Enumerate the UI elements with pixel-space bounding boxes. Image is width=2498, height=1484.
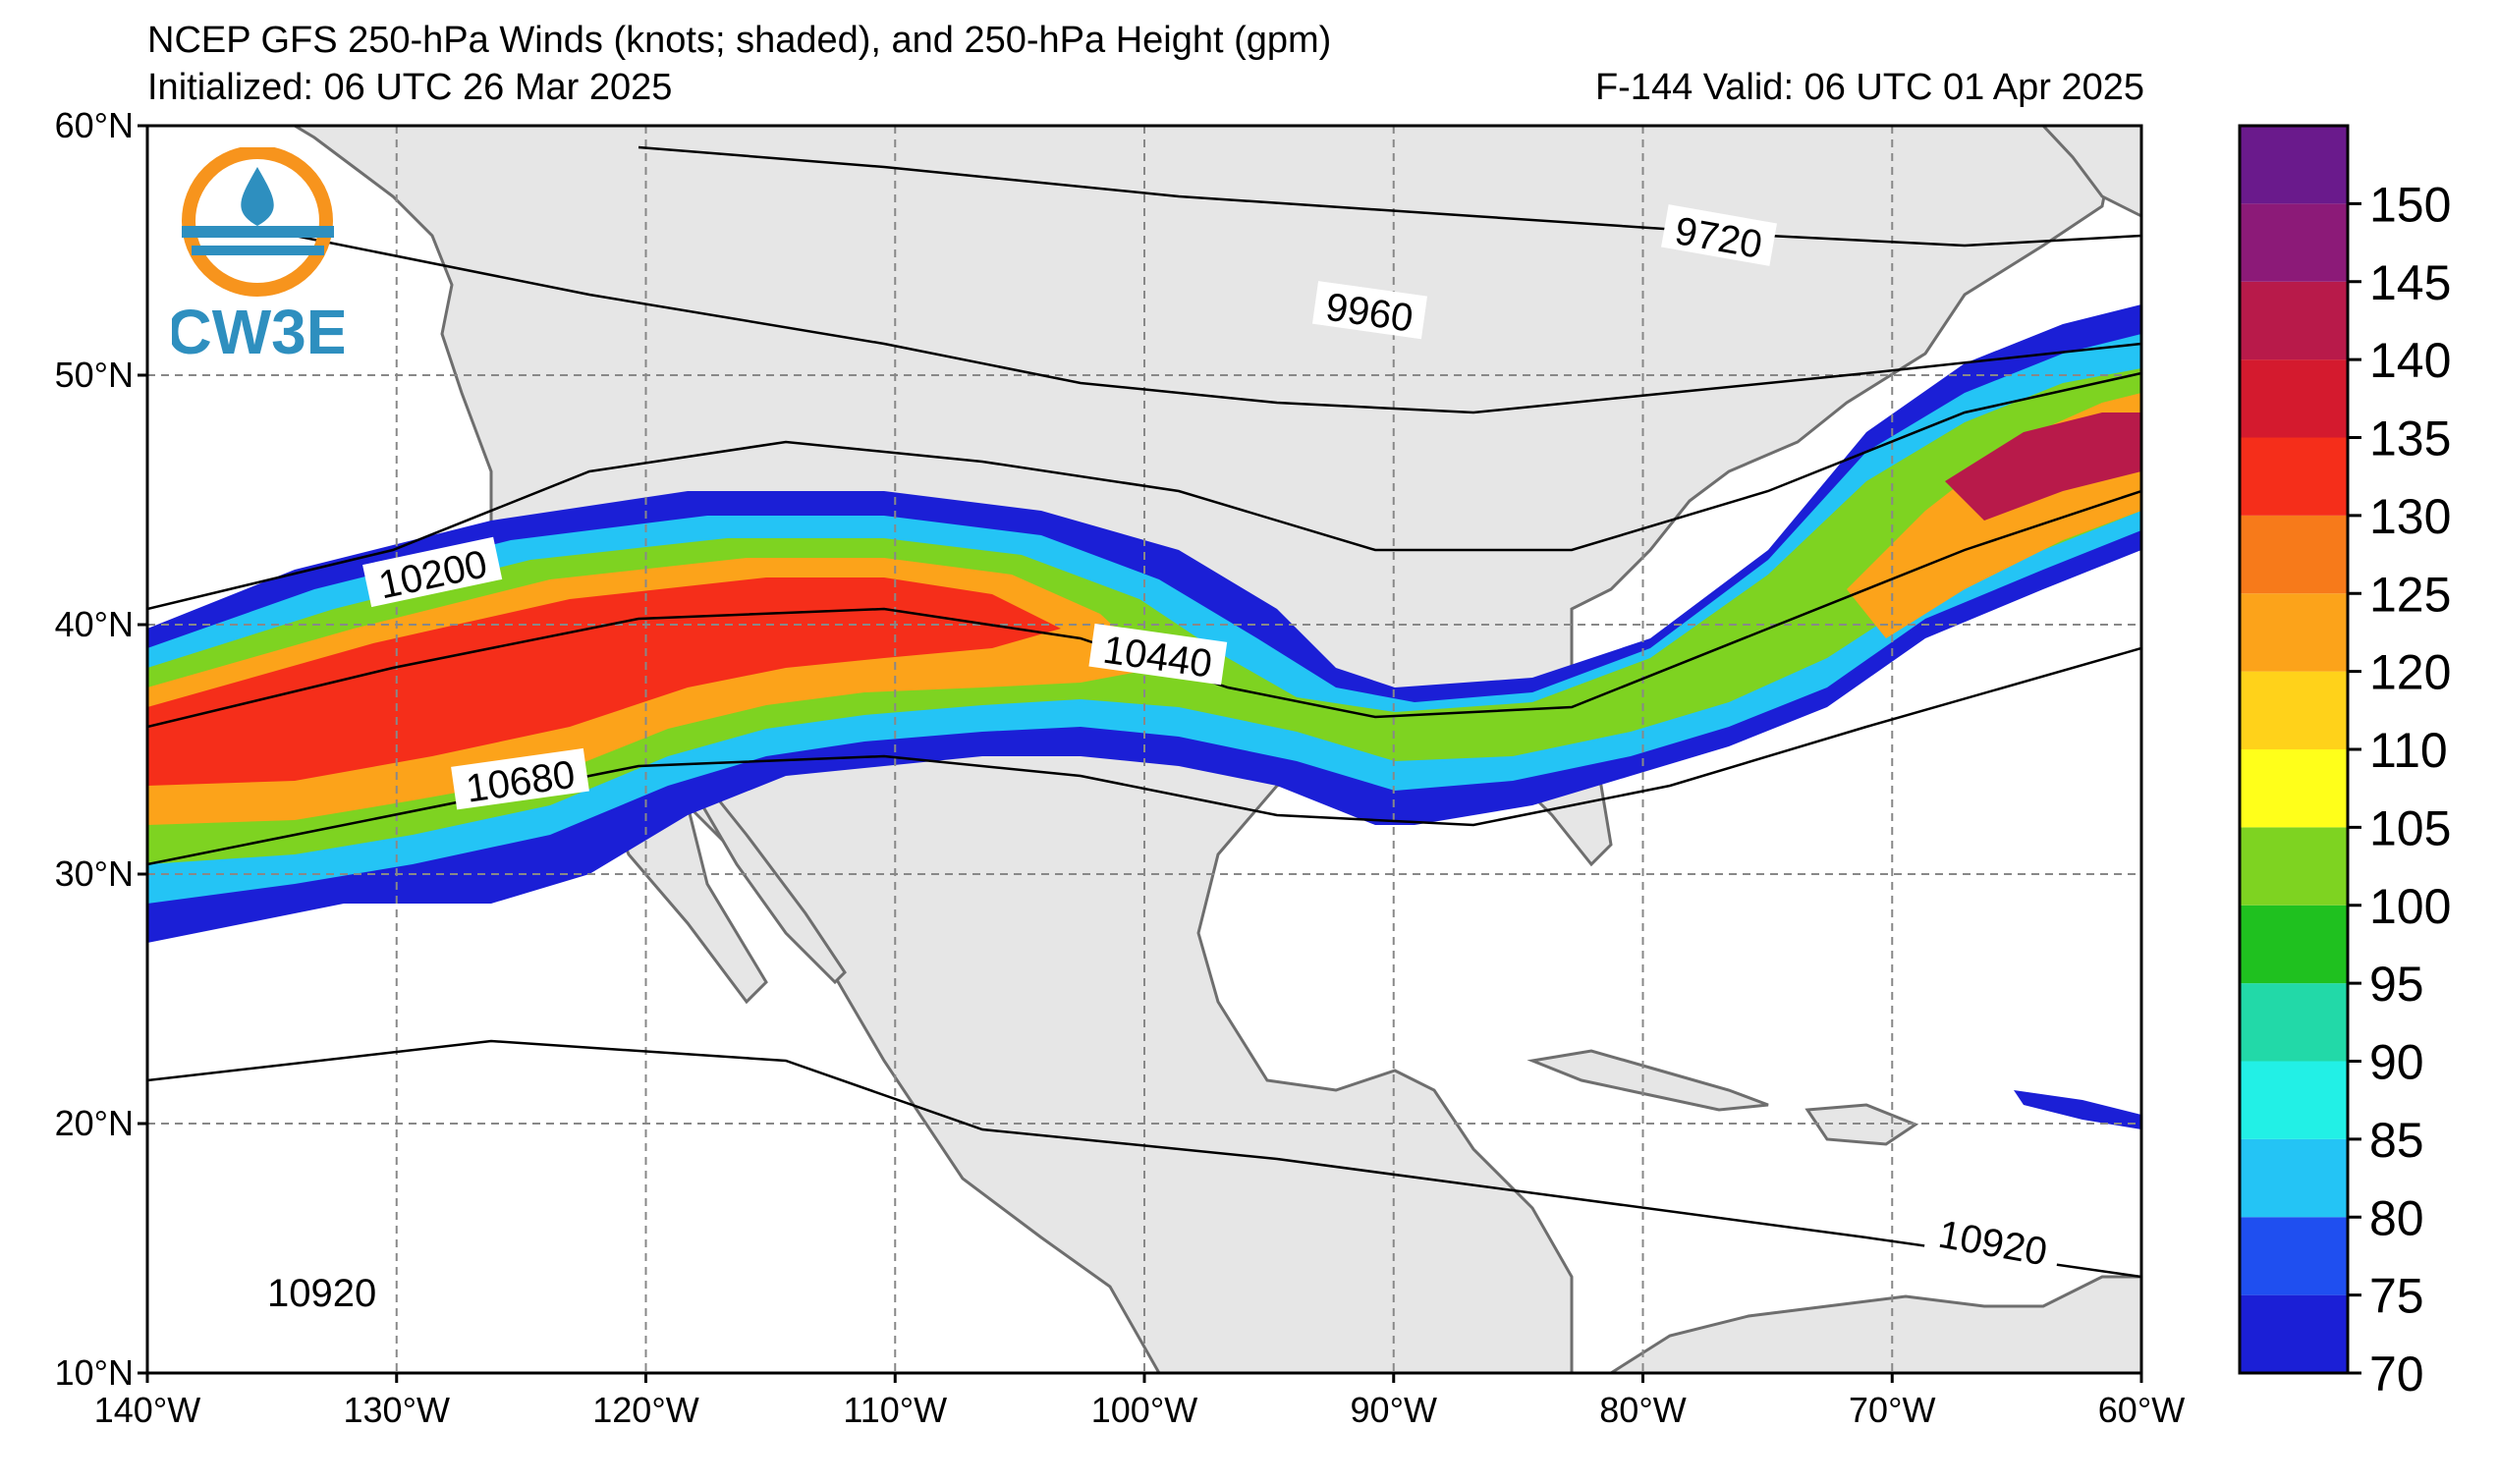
colorbar-bin	[2240, 203, 2348, 282]
lat-tick-label: 20°N	[55, 1103, 134, 1143]
init-time: Initialized: 06 UTC 26 Mar 2025	[147, 67, 673, 108]
chart-title: NCEP GFS 250-hPa Winds (knots; shaded), …	[147, 20, 1332, 61]
lat-tick-label: 30°N	[55, 853, 134, 894]
contour-label-bg	[1088, 623, 1228, 686]
lon-tick-label: 140°W	[94, 1390, 200, 1430]
colorbar-tick-label: 110	[2369, 723, 2448, 778]
colorbar-bin	[2240, 281, 2348, 360]
colorbar-bin	[2240, 359, 2348, 438]
contour-label: 10920	[254, 1268, 389, 1315]
colorbar-bin	[2240, 827, 2348, 906]
contour-label: 10680	[451, 747, 589, 811]
colorbar-bin	[2240, 593, 2348, 672]
colorbar-bin	[2240, 126, 2348, 204]
contour-line-9960	[294, 234, 2141, 414]
contour-label-bg	[451, 747, 589, 810]
colorbar-tick-label: 100	[2369, 879, 2451, 934]
colorbar-tick-label: 140	[2369, 333, 2451, 388]
wind-shade-135kt	[147, 577, 1061, 786]
lat-tick-label: 50°N	[55, 355, 134, 395]
lon-tick-label: 80°W	[1599, 1390, 1686, 1430]
colorbar-bin	[2240, 983, 2348, 1062]
lat-tick-label: 10°N	[55, 1352, 134, 1393]
contour-label: 10440	[1088, 623, 1228, 687]
colorbar-bin	[2240, 437, 2348, 516]
wind-shade-100kt	[147, 368, 2141, 864]
gridlines	[147, 126, 2141, 1373]
lat-tick-label: 60°N	[55, 105, 134, 145]
colorbar-tick-label: 125	[2369, 567, 2451, 622]
colorbar-tick-label: 90	[2369, 1035, 2424, 1090]
wind-shade-atlantic-max	[1945, 412, 2141, 521]
contour-line-10200	[147, 371, 2141, 611]
lat-tick-label: 40°N	[55, 604, 134, 644]
colorbar-bin	[2240, 1138, 2348, 1218]
land-greenland-edge	[2040, 126, 2141, 218]
colorbar-bin	[2240, 1294, 2348, 1373]
lon-tick-label: 130°W	[344, 1390, 450, 1430]
height-contours	[147, 145, 2141, 1279]
contour-line-9720	[638, 145, 2141, 247]
logo-text: CW3E	[172, 297, 344, 367]
contour-label-bg	[254, 1268, 389, 1312]
colorbar-bin	[2240, 905, 2348, 984]
lon-tick-label: 90°W	[1351, 1390, 1437, 1430]
contour-label-bg	[362, 536, 503, 608]
colorbar-tick-label: 85	[2369, 1113, 2424, 1168]
colorbar-tick-label: 105	[2369, 800, 2451, 855]
cw3e-logo: CW3E	[172, 147, 344, 367]
colorbar-tick-label: 70	[2369, 1347, 2424, 1402]
colorbar-tick-label: 150	[2369, 177, 2451, 232]
contour-label-bg	[1311, 281, 1428, 340]
logo-drop-icon	[241, 167, 274, 226]
colorbar-tick-label: 130	[2369, 489, 2451, 544]
land-cuba	[1527, 1049, 1769, 1112]
colorbar-tick-label: 95	[2369, 957, 2424, 1012]
colorbar-tick-label: 135	[2369, 412, 2451, 467]
colorbar-bin	[2240, 749, 2348, 828]
colorbar: 70 75 80 85 90 95 100 105 110 120 125 130 135 140 145 1…	[2238, 124, 2451, 1402]
colorbar-tick-label: 75	[2369, 1269, 2424, 1324]
contour-label-text: 10920	[267, 1272, 376, 1315]
lon-tick-label: 110°W	[843, 1390, 947, 1430]
contour-label-bg	[1923, 1207, 2063, 1274]
logo-wave-1	[182, 226, 334, 238]
land-baja	[700, 782, 847, 985]
lon-tick-label: 120°W	[592, 1390, 698, 1430]
colorbar-tick-label: 145	[2369, 255, 2451, 310]
colorbar-tick-label: 120	[2369, 645, 2451, 700]
land-hispaniola	[1804, 1103, 1919, 1146]
lon-tick-label: 60°W	[2098, 1390, 2185, 1430]
lon-tick-label: 100°W	[1091, 1390, 1197, 1430]
contour-label-bg	[1661, 204, 1777, 266]
land-south-america	[1608, 1275, 2141, 1373]
logo-wave-2	[192, 246, 324, 255]
contour-line-10440	[147, 489, 2141, 729]
colorbar-bin	[2240, 515, 2348, 594]
colorbar-bin	[2240, 1061, 2348, 1139]
colorbar-bin	[2240, 1217, 2348, 1295]
wind-shade-caribbean-band	[2014, 1090, 2141, 1129]
logo-ring	[182, 147, 333, 297]
contour-line-10920	[147, 1039, 2141, 1279]
lon-tick-label: 70°W	[1849, 1390, 1935, 1430]
colorbar-bin	[2240, 671, 2348, 749]
axis-ticks: 140°W 130°W 120°W 110°W 100°W 90°W 80°W 70°W 60°…	[55, 105, 2186, 1430]
colorbar-tick-label: 80	[2369, 1190, 2424, 1245]
valid-time: F-144 Valid: 06 UTC 01 Apr 2025	[1594, 67, 2144, 108]
